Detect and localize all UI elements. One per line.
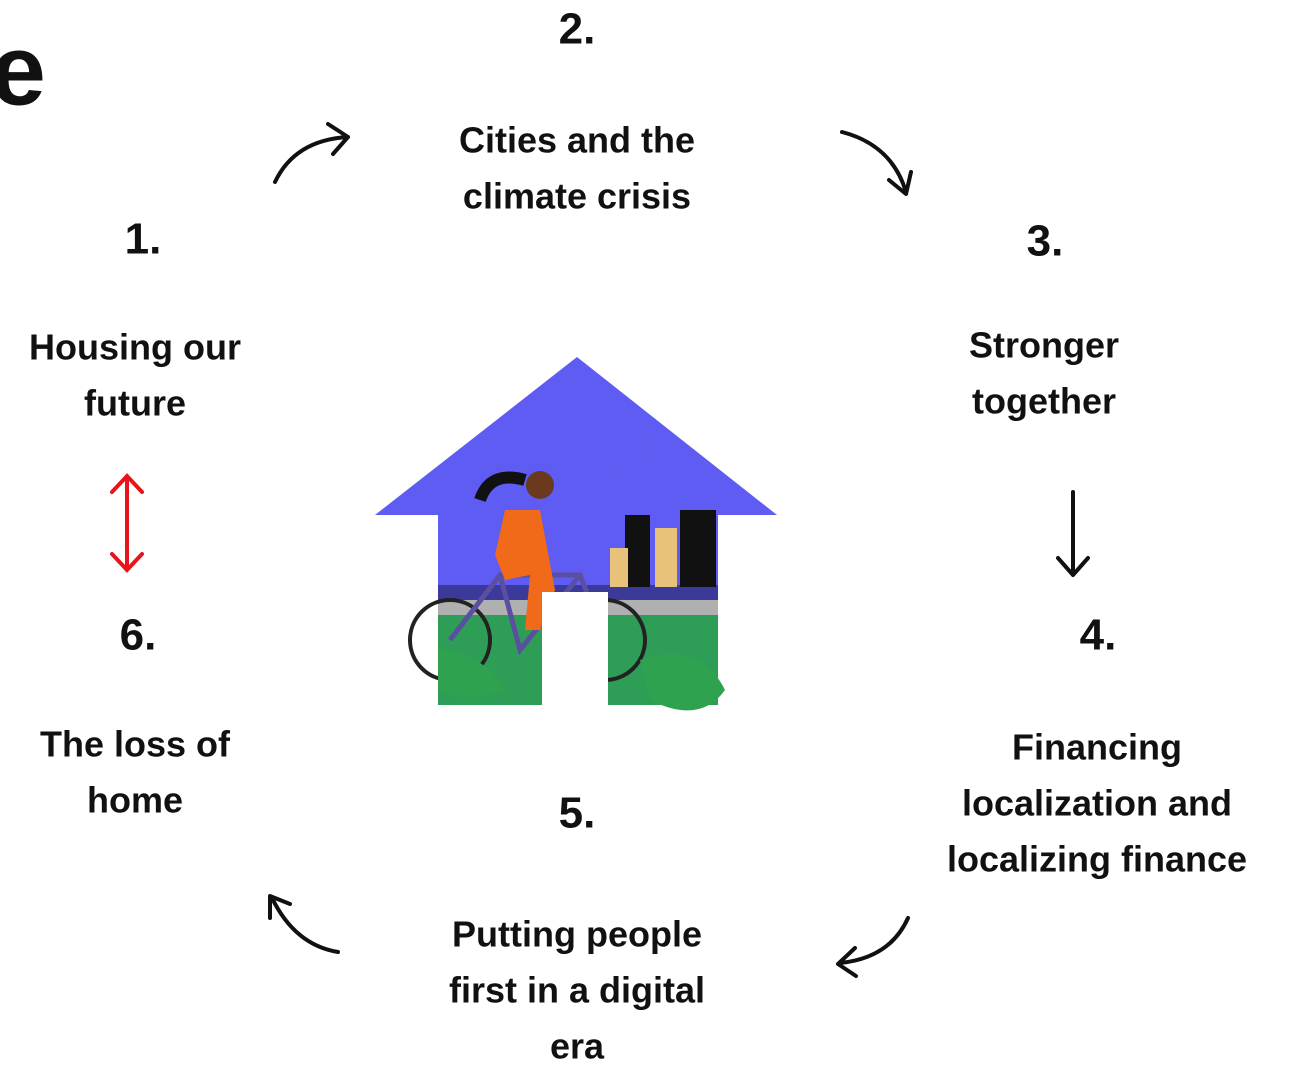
step-number: 6. — [120, 611, 157, 660]
arrows — [110, 122, 1090, 978]
step-label: Housing our — [29, 327, 241, 368]
step-number: 1. — [125, 215, 162, 264]
step-label: Financing — [1012, 727, 1182, 768]
step-number: 3. — [1027, 217, 1064, 266]
step-label: The loss of — [40, 724, 231, 765]
step-label: era — [550, 1026, 605, 1064]
step-label: first in a digital — [449, 970, 705, 1011]
step-label: localizing finance — [947, 839, 1247, 880]
step-label: localization and — [962, 783, 1232, 824]
step-label: home — [87, 780, 183, 821]
step-number: 5. — [559, 789, 596, 838]
step-label: Cities and the — [459, 120, 695, 161]
step-number: 2. — [559, 5, 596, 54]
step-label: Putting people — [452, 914, 702, 955]
house-illustration — [375, 357, 777, 711]
step-number: 4. — [1080, 611, 1117, 660]
step-label: Stronger — [969, 325, 1119, 366]
heading-fragment: e — [0, 14, 46, 126]
step-label: climate crisis — [463, 176, 691, 217]
step-label: future — [84, 383, 186, 424]
step-label: together — [972, 381, 1116, 422]
